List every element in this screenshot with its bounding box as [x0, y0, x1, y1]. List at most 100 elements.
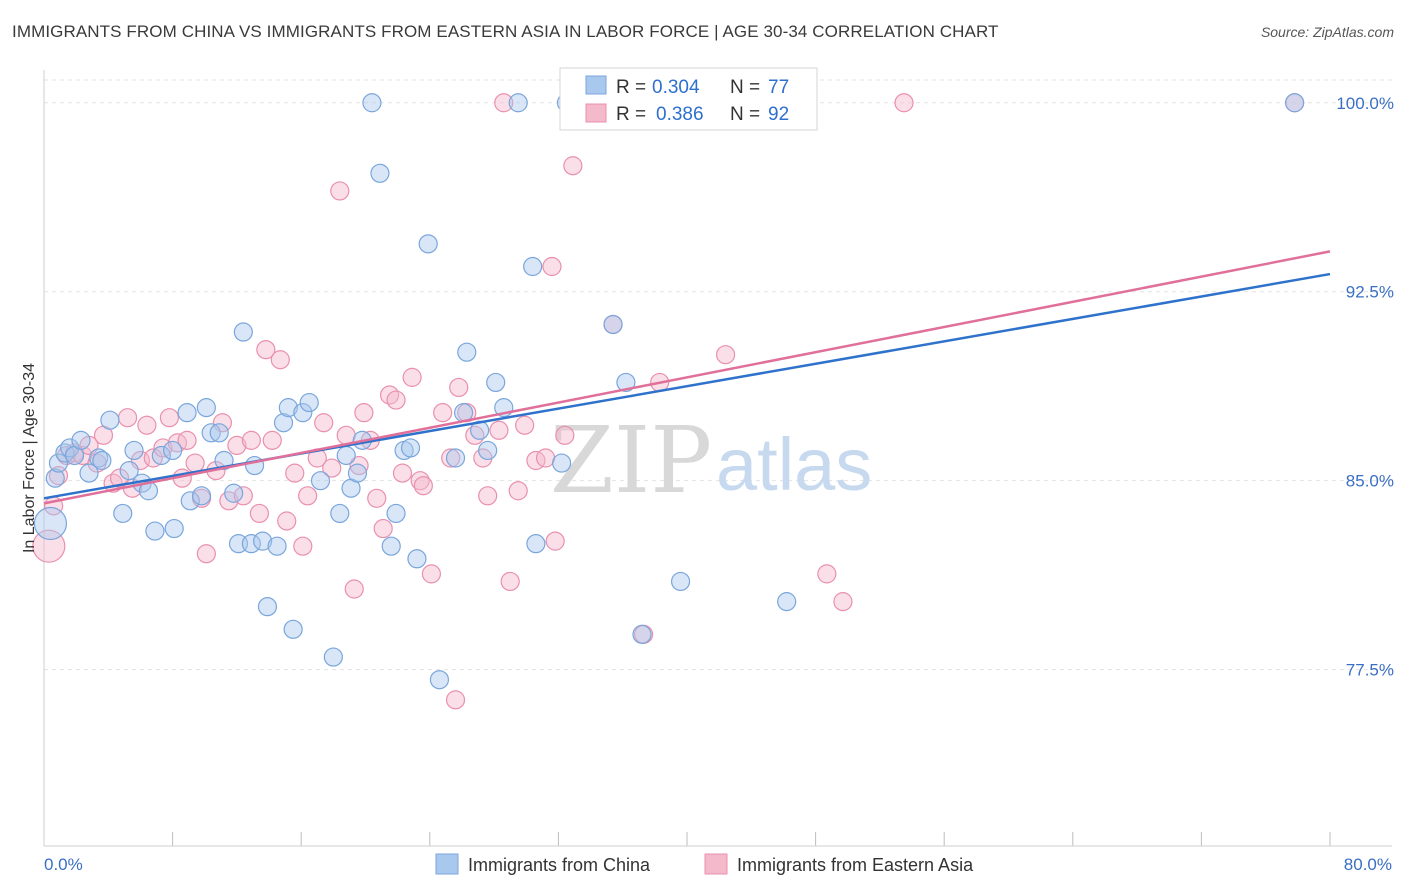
legend-swatch-china [585, 75, 607, 95]
china-point [267, 536, 287, 556]
china-point [257, 597, 278, 617]
china-point [445, 448, 466, 468]
eastern-asia-point [413, 476, 433, 496]
eastern-asia-point [285, 463, 305, 483]
eastern-asia-point [421, 564, 442, 584]
legend-r-label-china: R = [616, 77, 646, 98]
trend-lines [43, 250, 1331, 505]
china-point [180, 491, 200, 511]
china-point [92, 450, 112, 471]
china-point [418, 234, 438, 254]
eastern-asia-point [545, 531, 565, 551]
china-point [164, 518, 184, 539]
eastern-asia-point [508, 481, 528, 501]
china-point [45, 468, 65, 488]
china-point [177, 403, 197, 423]
legend-r-label-easia: R = [616, 104, 646, 125]
eastern-asia-point [563, 156, 583, 176]
eastern-asia-point [380, 385, 400, 405]
eastern-asia-point [555, 425, 575, 445]
eastern-asia-point [227, 435, 247, 456]
eastern-asia-point [445, 690, 466, 710]
china-point [283, 619, 303, 639]
china-point [310, 471, 331, 491]
eastern-asia-point [330, 181, 350, 201]
watermark-atlas: atlas [716, 423, 872, 506]
legend-n-label-easia: N = [730, 104, 760, 125]
china-point [278, 398, 298, 418]
china-point [323, 647, 343, 667]
eastern-asia-point [392, 463, 413, 483]
eastern-asia-point [262, 430, 282, 450]
china-point [151, 445, 171, 466]
china-point [33, 506, 68, 541]
legend-r-value-easia: 0.386 [656, 104, 704, 125]
eastern-asia-point [386, 390, 406, 410]
eastern-asia-point [293, 536, 313, 556]
series-legend: Immigrants from China Immigrants from Ea… [435, 853, 974, 875]
china-point [362, 93, 382, 113]
axes [43, 70, 1392, 847]
bottom-legend-label-easia: Immigrants from Eastern Asia [737, 855, 974, 875]
china-point [163, 440, 183, 461]
eastern-asia-point [500, 571, 520, 592]
y-tick-label: 85.0% [1346, 472, 1394, 491]
china-point [89, 448, 109, 468]
source-credit: Source: ZipAtlas.com [1260, 24, 1394, 40]
bottom-legend-swatch-easia [704, 853, 728, 875]
china-point [209, 423, 229, 443]
eastern-asia-point [314, 413, 334, 433]
eastern-asia-point [817, 564, 837, 584]
y-tick-label: 77.5% [1346, 661, 1394, 680]
china-point [293, 403, 313, 423]
china-point [48, 453, 69, 473]
legend-swatch-easia [585, 103, 607, 123]
eastern-asia-point [277, 511, 297, 531]
y-tick-label: 100.0% [1336, 94, 1394, 113]
china-point [508, 93, 528, 113]
china-point [233, 322, 253, 342]
china-point [100, 410, 120, 430]
china-point [370, 163, 390, 183]
eastern-asia-point [542, 256, 562, 277]
china-point [523, 256, 543, 277]
china-point [386, 503, 406, 524]
eastern-asia-point [449, 377, 469, 398]
china-point [196, 398, 216, 418]
bottom-legend-swatch-china [435, 853, 459, 875]
chart-title: IMMIGRANTS FROM CHINA VS IMMIGRANTS FROM… [12, 22, 999, 41]
eastern-asia-point [535, 448, 556, 468]
eastern-asia-point [117, 408, 138, 428]
legend-n-value-easia: 92 [768, 104, 789, 125]
y-axis-title: In Labor Force | Age 30-34 [21, 363, 38, 553]
china-point [224, 483, 244, 503]
eastern-asia-point [143, 448, 163, 468]
china-point [777, 592, 797, 612]
gridlines [43, 79, 1392, 846]
china-point [191, 486, 212, 506]
eastern-asia-point [336, 425, 356, 445]
china-point [145, 521, 165, 541]
china-point [347, 463, 368, 483]
eastern-asia-point [833, 592, 853, 612]
eastern-asia-point [354, 403, 374, 423]
china-point [429, 670, 450, 690]
y-tick-labels: 77.5% 85.0% 92.5% 100.0% [1336, 94, 1394, 680]
eastern-asia-point [715, 345, 736, 365]
china-point [299, 392, 319, 413]
eastern-asia-point [185, 453, 205, 473]
eastern-asia-point [433, 403, 453, 423]
china-point [71, 430, 91, 450]
eastern-asia-point [249, 503, 270, 524]
legend-n-label-china: N = [730, 77, 760, 98]
china-point [1285, 93, 1305, 113]
eastern-asia-point [196, 544, 216, 564]
eastern-asia-point [441, 448, 461, 468]
eastern-asia-point [137, 415, 157, 435]
china-point [79, 463, 99, 483]
eastern-asia-point [367, 488, 387, 508]
eastern-asia-point [410, 471, 430, 491]
china-point [526, 534, 546, 554]
china-point [119, 460, 139, 481]
